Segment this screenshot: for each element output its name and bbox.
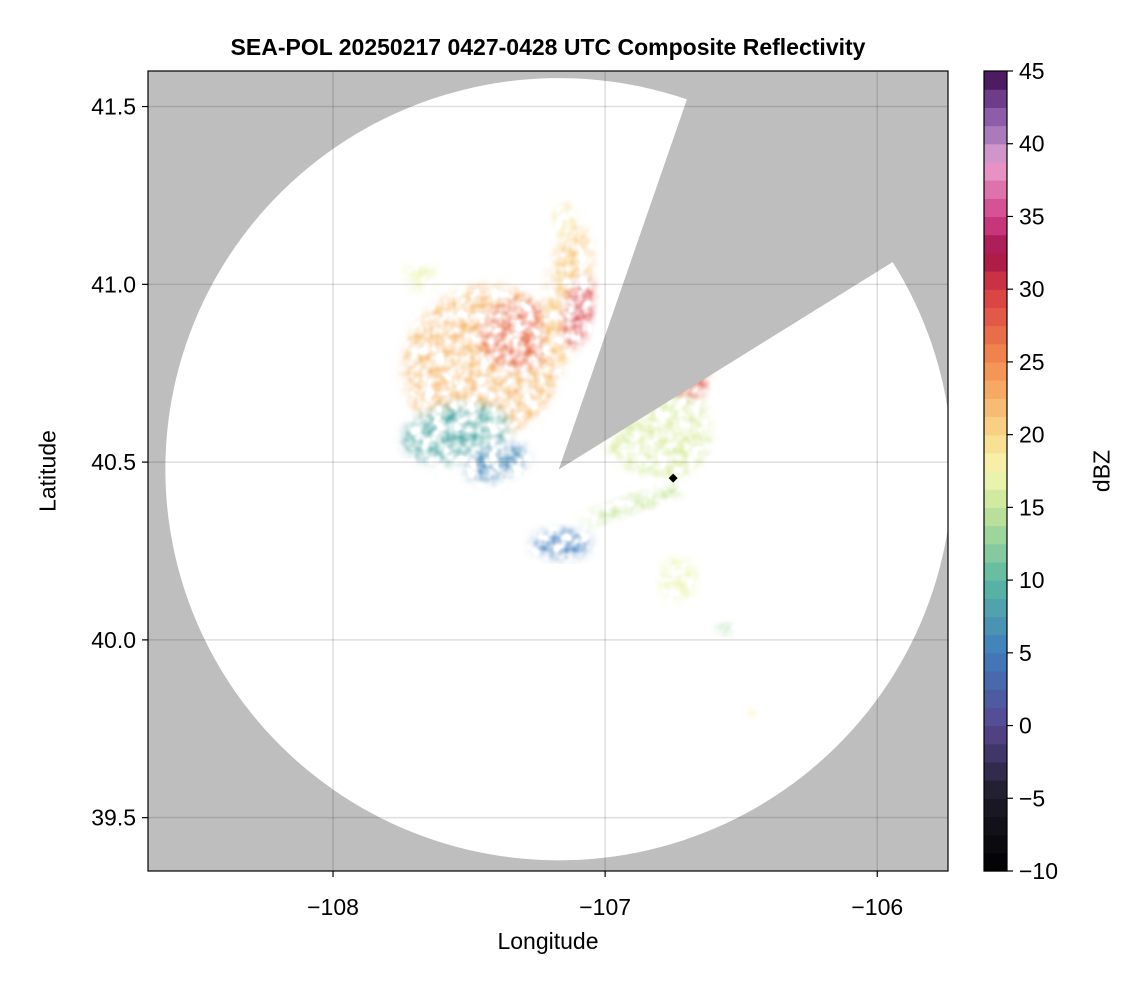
colorbar-segment <box>984 561 1007 581</box>
colorbar-segment <box>984 543 1007 563</box>
colorbar-segment <box>984 398 1007 418</box>
colorbar-ticks: −10 −5 0 5 10 15 20 25 30 35 40 45 <box>1007 58 1058 884</box>
colorbar-segment <box>984 361 1007 381</box>
colorbar-segment <box>984 71 1007 90</box>
plot-area <box>148 71 948 871</box>
colorbar-segment <box>984 143 1007 163</box>
colorbar-segment <box>984 107 1007 127</box>
colorbar-segment <box>984 380 1007 399</box>
colorbar-tick-label: 5 <box>1019 640 1032 666</box>
colorbar-segment <box>984 598 1007 618</box>
y-tick-label: 40.0 <box>91 627 136 653</box>
colorbar-segment <box>984 416 1007 436</box>
colorbar-segment <box>984 689 1007 708</box>
colorbar-segment <box>984 525 1007 545</box>
colorbar-tick-label: −5 <box>1019 785 1045 811</box>
colorbar-segment <box>984 434 1007 454</box>
echo-region <box>480 298 556 370</box>
colorbar-segment <box>984 652 1007 672</box>
echo-region <box>563 277 593 348</box>
echo-region <box>464 442 529 482</box>
colorbar-segment <box>984 452 1007 472</box>
colorbar-segment <box>984 780 1007 799</box>
x-tick-label: −107 <box>579 894 631 920</box>
echo-region <box>749 703 761 719</box>
colorbar-segment <box>984 834 1007 854</box>
echo-region <box>580 485 685 524</box>
colorbar-segment <box>984 271 1007 290</box>
grid-lines <box>148 71 948 871</box>
y-tick-label: 39.5 <box>91 805 136 831</box>
echo-region <box>659 558 698 601</box>
echo-region <box>716 623 734 635</box>
y-tick-label: 41.0 <box>91 271 136 297</box>
y-tick-label: 40.5 <box>91 449 136 475</box>
colorbar-segment <box>984 580 1007 599</box>
colorbar-tick-label: 35 <box>1019 203 1045 229</box>
colorbar-segment <box>984 507 1007 527</box>
y-axis-label: Latitude <box>34 430 61 512</box>
x-tick-label: −108 <box>307 894 359 920</box>
y-tick-label: 41.5 <box>91 94 136 120</box>
x-tick-label: −106 <box>851 894 903 920</box>
colorbar-segment <box>984 816 1007 836</box>
colorbar-tick-label: 40 <box>1019 131 1045 157</box>
colorbar-segment <box>984 216 1007 236</box>
x-axis-ticks: −108 −107 −106 <box>307 871 903 920</box>
colorbar-tick-label: 0 <box>1019 713 1032 739</box>
colorbar-label: dBZ <box>1088 449 1115 493</box>
colorbar-segment <box>984 671 1007 690</box>
colorbar-segment <box>984 707 1007 727</box>
colorbar-tick-label: 10 <box>1019 567 1045 593</box>
colorbar-segment <box>984 343 1007 363</box>
colorbar-tick-label: 25 <box>1019 349 1045 375</box>
echo-region <box>553 202 576 239</box>
y-axis-ticks: 39.5 40.0 40.5 41.0 41.5 <box>91 94 148 831</box>
chart-title: SEA-POL 20250217 0427-0428 UTC Composite… <box>230 34 866 60</box>
location-marker <box>668 473 678 483</box>
colorbar-segment <box>984 798 1007 818</box>
colorbar-segment <box>984 307 1007 327</box>
colorbar-segment <box>984 489 1007 508</box>
colorbar-segment <box>984 125 1007 145</box>
blocked-sector <box>558 71 948 470</box>
colorbar-tick-label: 45 <box>1019 58 1045 84</box>
echo-region <box>531 529 592 559</box>
colorbar-segment <box>984 852 1007 872</box>
colorbar-segment <box>984 325 1007 345</box>
colorbar-tick-label: 15 <box>1019 494 1045 520</box>
x-axis-label: Longitude <box>497 928 599 954</box>
colorbar-segment <box>984 743 1007 763</box>
colorbar-segment <box>984 198 1007 218</box>
colorbar-segment <box>984 471 1007 490</box>
colorbar-segment <box>984 180 1007 199</box>
colorbar <box>983 70 1008 872</box>
colorbar-segment <box>984 616 1007 636</box>
colorbar-segment <box>984 161 1007 181</box>
colorbar-frame <box>983 70 1008 872</box>
echo-region <box>403 263 437 292</box>
colorbar-tick-label: 30 <box>1019 276 1045 302</box>
colorbar-segment <box>984 252 1007 272</box>
colorbar-segment <box>984 234 1007 254</box>
colorbar-segment <box>984 761 1007 781</box>
colorbar-segment <box>984 89 1007 108</box>
colorbar-tick-label: −10 <box>1019 858 1058 884</box>
plot-frame <box>147 70 949 872</box>
colorbar-tick-label: 20 <box>1019 422 1045 448</box>
colorbar-segment <box>984 289 1007 308</box>
radar-coverage-area <box>165 78 948 861</box>
colorbar-segment <box>984 634 1007 654</box>
colorbar-segment <box>984 725 1007 745</box>
